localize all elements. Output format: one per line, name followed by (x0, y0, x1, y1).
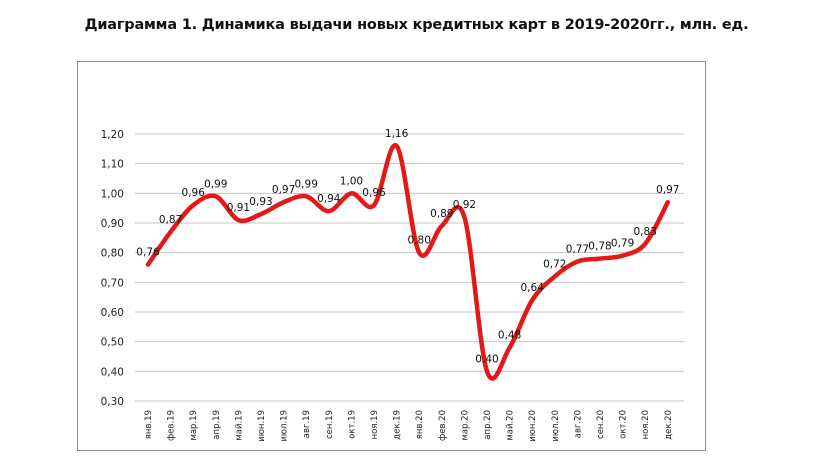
x-tick-label: фев.19 (167, 410, 177, 441)
data-label: 0,64 (521, 282, 545, 294)
data-label: 0,97 (656, 184, 679, 196)
data-label: 0,99 (204, 178, 227, 190)
x-tick-label: янв.20 (415, 410, 425, 439)
data-label: 0,94 (317, 193, 341, 205)
data-label: 1,00 (340, 175, 363, 187)
x-tick-label: авг.20 (573, 410, 583, 438)
y-tick-label: 0,50 (101, 337, 124, 349)
x-tick-label: окт.20 (619, 410, 629, 439)
x-tick-label: сен.20 (596, 410, 606, 439)
gridlines (135, 133, 684, 402)
data-label: 0,87 (159, 214, 182, 226)
data-label: 0,92 (453, 199, 476, 211)
data-label: 0,83 (634, 226, 657, 238)
data-labels: 0,760,870,960,990,91 0,930,97 0,990,941,00… (136, 128, 679, 365)
y-tick-label: 0,90 (101, 218, 124, 230)
x-tick-label: мар.20 (460, 410, 470, 441)
x-tick-label: июл.20 (551, 410, 561, 442)
data-label: 0,93 (249, 196, 272, 208)
y-tick-label: 1,10 (101, 159, 124, 171)
x-tick-label: июн.20 (528, 410, 538, 442)
data-label: 0,72 (543, 258, 566, 270)
data-label: 0,76 (136, 247, 160, 259)
y-tick-label: 0,70 (101, 277, 124, 289)
x-tick-label: янв.19 (144, 410, 154, 439)
chart-frame (77, 61, 706, 451)
y-tick-label: 1,00 (101, 188, 124, 200)
data-label: 0,97 (272, 184, 295, 196)
x-tick-label: окт.19 (347, 410, 357, 439)
data-label: 0,91 (227, 202, 250, 214)
y-tick-label: 1,20 (101, 129, 124, 141)
x-tick-label: ноя.19 (370, 410, 380, 439)
x-tick-label: авг.19 (302, 410, 312, 438)
data-label: 0,40 (475, 353, 498, 365)
series-line (145, 143, 671, 381)
data-label: 0,79 (611, 238, 634, 250)
y-tick-label: 0,60 (101, 307, 124, 319)
data-label: 0,77 (566, 244, 589, 256)
data-label: 1,16 (385, 128, 409, 140)
x-tick-label: фев.20 (438, 410, 448, 441)
x-tick-label: май.19 (234, 410, 244, 441)
x-tick-label: мар.19 (189, 410, 199, 441)
x-tick-label: дек.20 (664, 410, 674, 440)
x-axis-ticks: янв.19 фев.19 мар.19 апр.19 май.19 июн.19 июл.… (144, 410, 674, 442)
x-tick-label: июн.19 (257, 410, 267, 442)
x-tick-label: апр.20 (483, 410, 493, 440)
x-tick-label: май.20 (506, 410, 516, 441)
y-tick-label: 0,40 (101, 366, 124, 378)
y-axis-ticks: 0,30 0,40 0,50 0,60 0,70 0,80 0,90 1,00 1,10 1,20 (101, 129, 124, 408)
data-label: 0,80 (408, 235, 431, 247)
data-label: 0,89 (430, 208, 453, 220)
data-label: 0,48 (498, 330, 521, 342)
y-tick-label: 0,30 (101, 396, 124, 408)
data-label: 0,99 (295, 178, 318, 190)
x-tick-label: июл.19 (280, 410, 290, 442)
y-tick-label: 0,80 (101, 248, 124, 260)
data-label: 0,96 (362, 187, 386, 199)
x-tick-label: ноя.20 (641, 410, 651, 439)
data-label: 0,96 (182, 187, 206, 199)
chart-title: Диаграмма 1. Динамика выдачи новых креди… (84, 17, 749, 33)
data-label: 0,78 (588, 241, 611, 253)
x-tick-label: сен.19 (325, 410, 335, 439)
x-tick-label: апр.19 (212, 410, 222, 440)
x-tick-label: дек.19 (393, 410, 403, 440)
